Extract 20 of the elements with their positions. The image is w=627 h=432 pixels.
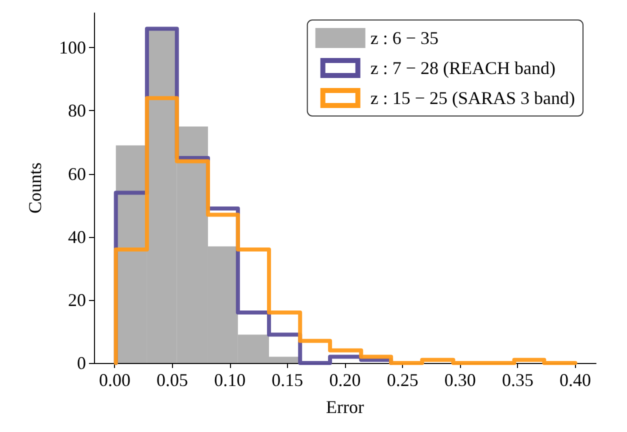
legend-label: z : 6 − 35 — [370, 28, 439, 48]
x-tick-label: 0.35 — [502, 370, 534, 390]
x-tick-label: 0.10 — [214, 370, 246, 390]
x-tick-label: 0.15 — [272, 370, 304, 390]
y-tick-label: 60 — [68, 164, 86, 184]
x-tick-label: 0.25 — [386, 370, 418, 390]
y-tick-label: 20 — [68, 290, 86, 310]
y-axis-title: Counts — [25, 162, 45, 214]
x-tick-label: 0.05 — [156, 370, 188, 390]
y-tick-label: 100 — [59, 38, 86, 58]
y-tick-label: 0 — [77, 353, 86, 373]
x-tick-label: 0.40 — [560, 370, 592, 390]
legend-label: z : 7 − 28 (REACH band) — [370, 58, 556, 78]
y-tick-label: 80 — [68, 100, 86, 121]
x-tick-label: 0.00 — [98, 370, 130, 390]
x-tick-label: 0.30 — [444, 370, 476, 390]
y-tick-label: 40 — [68, 226, 86, 247]
legend-label: z : 15 − 25 (SARAS 3 band) — [370, 88, 576, 108]
x-axis-title: Error — [326, 397, 364, 417]
x-tick-label: 0.20 — [329, 370, 361, 390]
